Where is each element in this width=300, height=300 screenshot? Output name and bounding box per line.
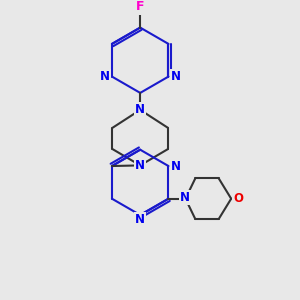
Text: N: N — [180, 190, 190, 204]
Text: N: N — [171, 70, 181, 83]
Text: N: N — [171, 160, 181, 172]
Text: F: F — [136, 0, 145, 13]
Text: N: N — [100, 70, 110, 83]
Text: O: O — [233, 192, 243, 205]
Text: N: N — [135, 159, 145, 172]
Text: N: N — [135, 213, 145, 226]
Text: N: N — [135, 103, 145, 116]
